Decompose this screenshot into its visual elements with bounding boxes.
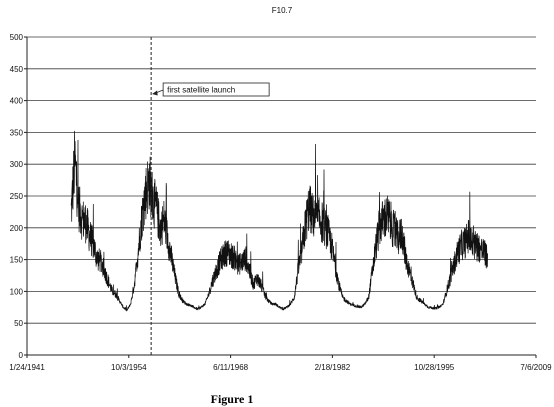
x-tick-label-0: 1/24/1941 xyxy=(9,363,45,372)
y-tick-label-300: 300 xyxy=(10,160,24,169)
x-tick-label-2: 6/11/1968 xyxy=(213,363,249,372)
series-0-line xyxy=(70,130,488,312)
y-tick-label-200: 200 xyxy=(10,224,24,233)
y-tick-label-150: 150 xyxy=(10,256,24,265)
series-layer xyxy=(70,130,488,312)
y-tick-label-250: 250 xyxy=(10,192,24,201)
x-tick-label-4: 10/28/1995 xyxy=(414,363,455,372)
x-axis-ticks: 1/24/1941 10/3/1954 6/11/1968 2/18/1982 10/2… xyxy=(9,355,552,372)
y-tick-label-450: 450 xyxy=(10,65,24,74)
annotation-box-0 xyxy=(162,82,270,97)
y-tick-label-50: 50 xyxy=(14,319,23,328)
figure-caption: Figure 1 xyxy=(211,392,254,406)
x-tick-label-1: 10/3/1954 xyxy=(111,363,147,372)
y-tick-label-100: 100 xyxy=(10,287,24,296)
grid-lines xyxy=(27,36,536,324)
y-tick-label-350: 350 xyxy=(10,128,24,137)
x-tick-label-3: 2/18/1982 xyxy=(315,363,351,372)
y-axis-ticks: 0 50 100 150 200 250 300 350 400 450 500 xyxy=(10,33,27,360)
chart-title: F10.7 xyxy=(272,6,293,15)
annotation-label-0: first satellite launch xyxy=(167,86,235,95)
y-tick-label-0: 0 xyxy=(19,351,24,360)
x-tick-label-5: 7/6/2009 xyxy=(520,363,552,372)
annotation-arrowhead-0 xyxy=(152,90,158,96)
y-tick-label-400: 400 xyxy=(10,97,24,106)
annotation-layer: first satellite launch xyxy=(150,37,270,355)
y-tick-label-500: 500 xyxy=(10,33,24,42)
